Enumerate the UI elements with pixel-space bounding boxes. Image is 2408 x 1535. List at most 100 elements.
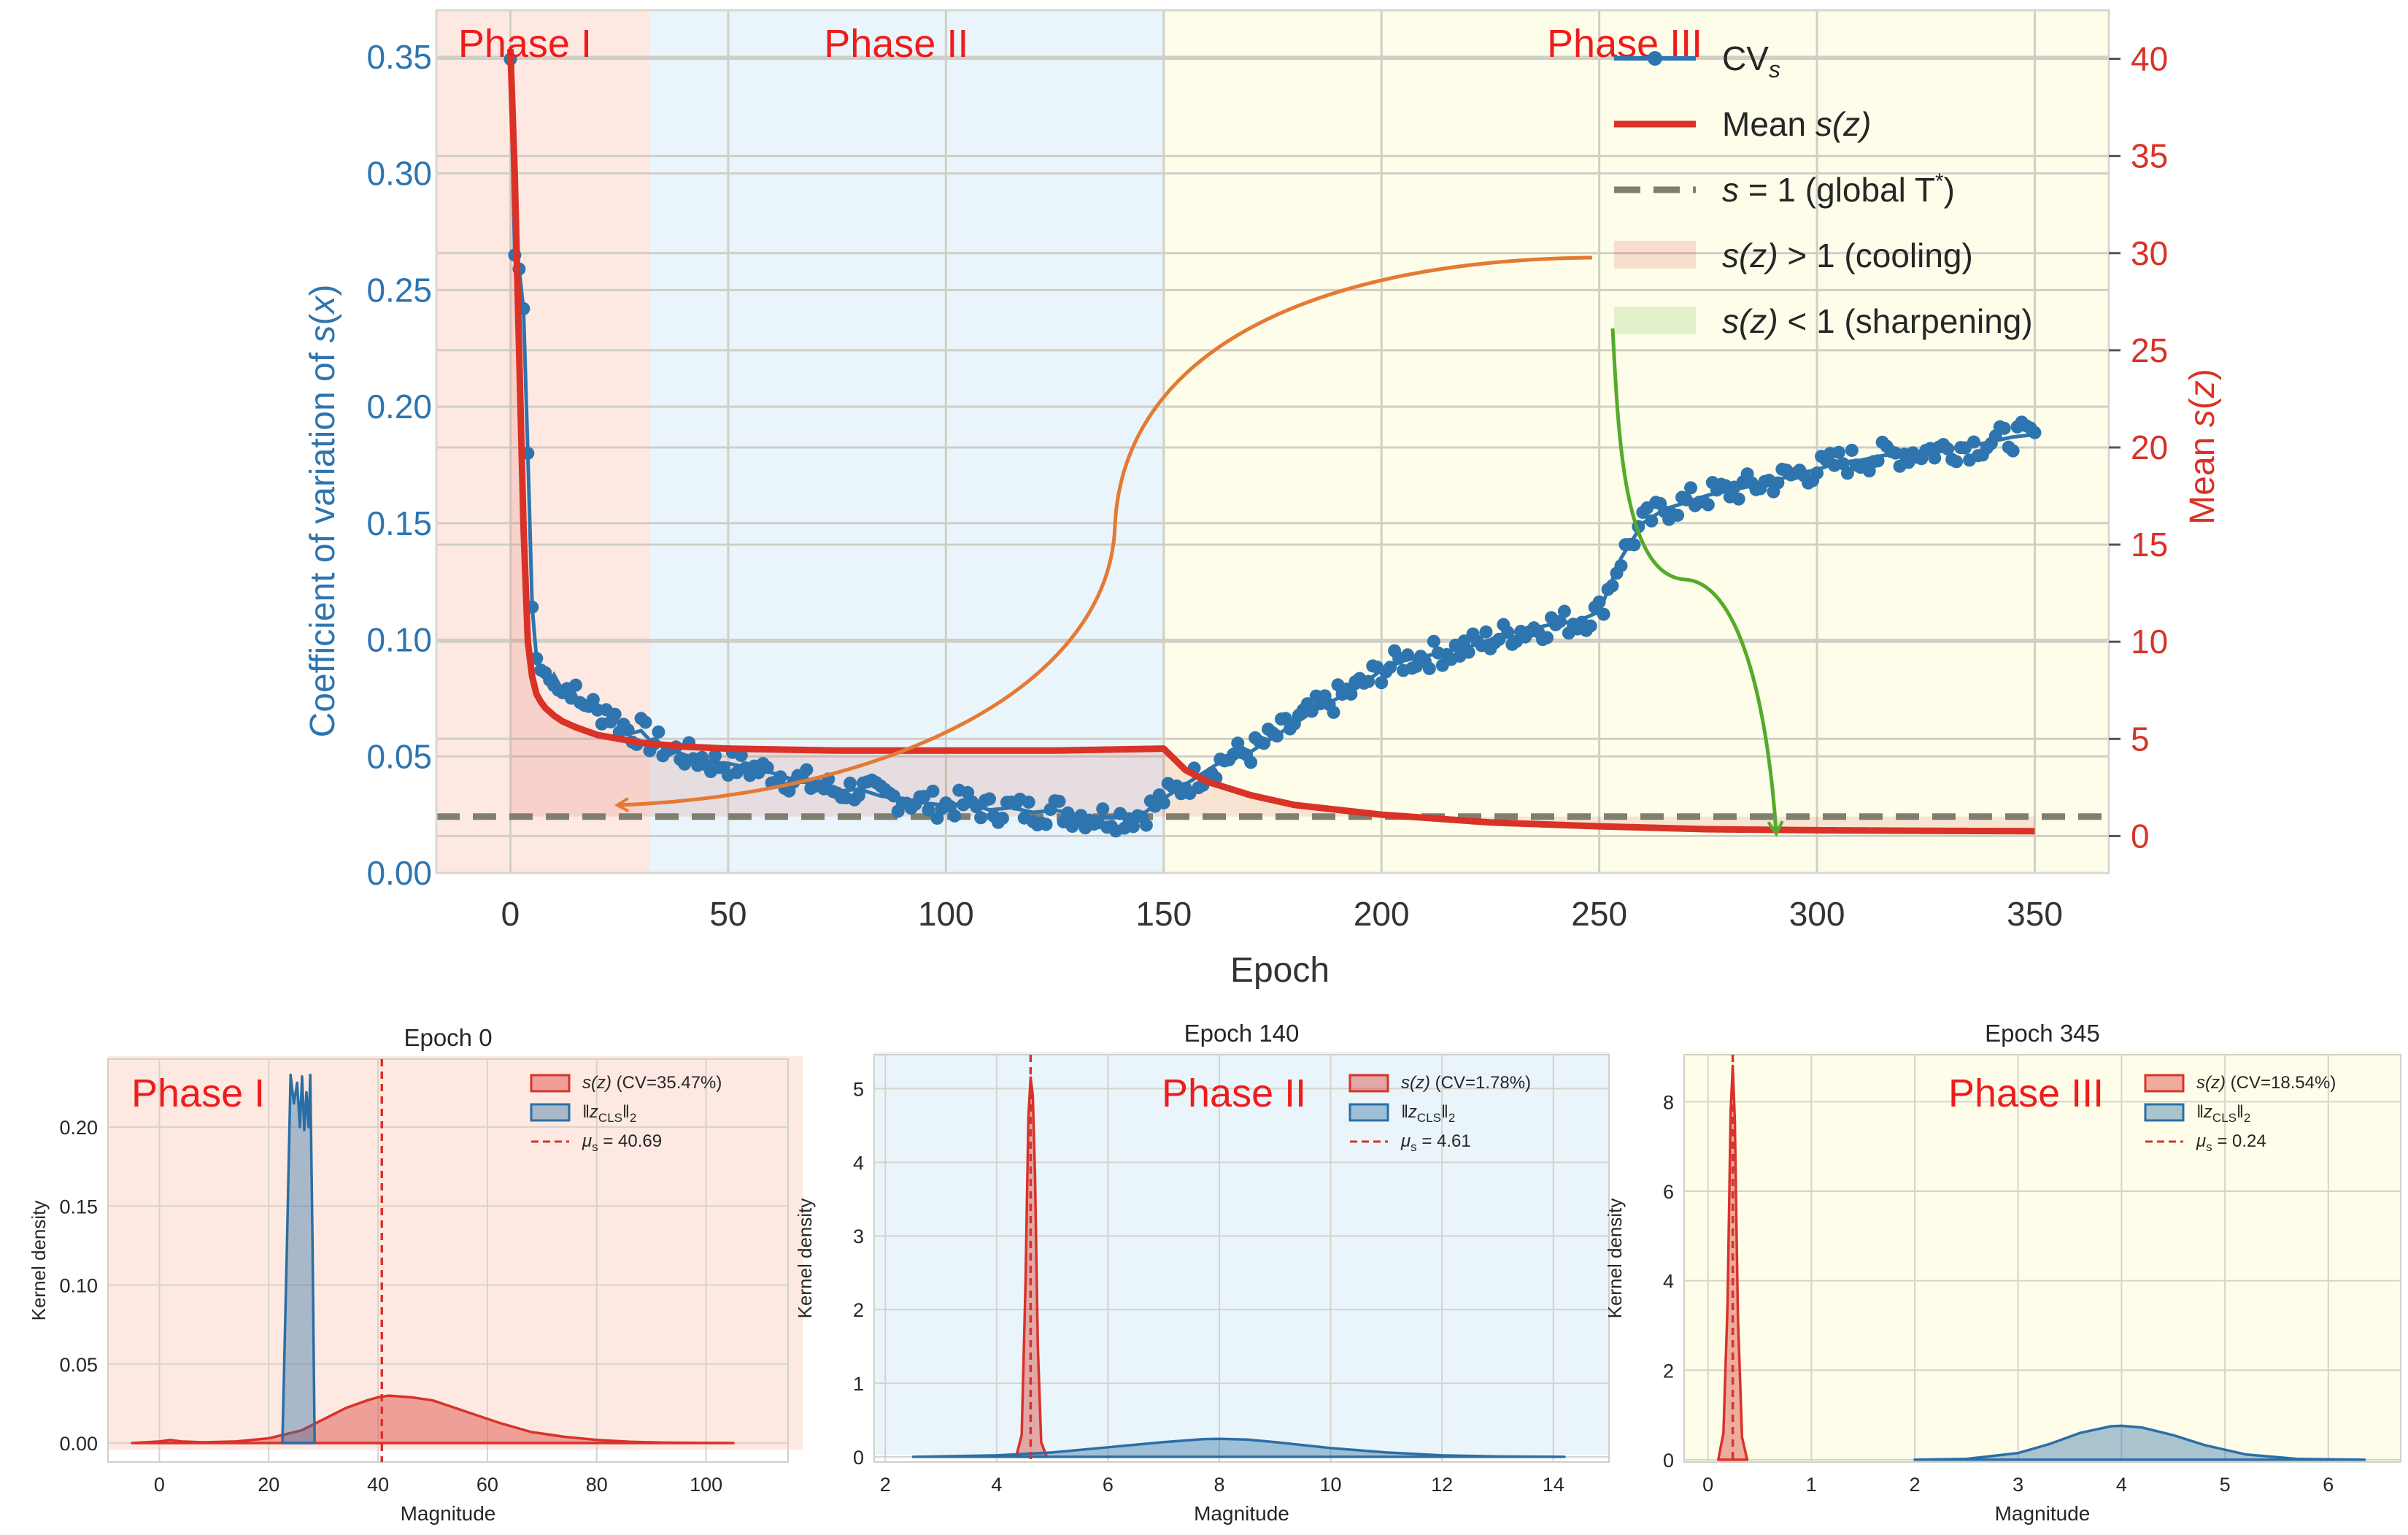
legend-swatch [1614,307,1696,334]
y-left-tick-label: 0.25 [366,271,432,309]
y-right-tick-label: 30 [2131,234,2168,272]
cv-point [1845,443,1859,457]
y-axis-label: Kernel density [794,1199,816,1319]
cv-point [1701,498,1715,512]
x-tick-label: 0 [1702,1474,1713,1496]
phase-label: Phase II [1162,1072,1306,1115]
cv-point [1462,645,1475,659]
cv-point [569,678,582,692]
x-tick-label: 300 [1789,895,1845,933]
x-tick-label: 80 [586,1474,608,1496]
panel-title: Epoch 345 [1985,1020,2100,1047]
x-tick-label: 4 [991,1474,1002,1496]
x-tick-label: 200 [1354,895,1410,933]
cv-point [1950,455,1964,469]
phase-label: Phase I [131,1072,265,1115]
y-left-tick-label: 0.35 [366,38,432,76]
cv-point [800,763,814,777]
cv-point [1127,820,1140,834]
cv-point [773,770,787,784]
legend-swatch [1614,241,1696,269]
cv-point [1244,755,1258,769]
y-tick-label: 4 [853,1152,864,1174]
green-annotation-arrow [1610,328,1784,837]
cv-point [1362,674,1375,688]
x-tick-label: 12 [1431,1474,1453,1496]
legend-label: s(z) (CV=1.78%) [1401,1073,1531,1093]
x-tick-label: 14 [1543,1474,1564,1496]
x-tick-label: 0 [501,895,520,933]
cv-point [1501,626,1515,639]
legend-swatch [1348,1074,1389,1093]
phase-label: Phase III [1948,1072,2104,1115]
cv-point [1052,794,1066,808]
cv-point [1540,631,1554,645]
cv-point [1771,476,1785,490]
cv-point [621,723,635,737]
cv-point [1039,817,1053,831]
kde-zcls-area [281,1073,316,1444]
cv-point [1597,607,1610,621]
x-tick-label: 40 [367,1474,389,1496]
cv-point [1492,632,1506,646]
y-right-tick-label: 25 [2131,331,2168,369]
phase-background [108,1056,803,1450]
x-tick-label: 250 [1571,895,1627,933]
cv-point [1840,466,1854,480]
x-tick-label: 2 [1909,1474,1920,1496]
legend-entry: ‖zCLS‖2 [1348,1102,1455,1125]
y-tick-label: 2 [1663,1360,1674,1382]
cv-point [995,812,1009,826]
cv-point [1157,796,1170,809]
cv-point [1422,661,1436,675]
cv-point [1605,579,1619,593]
legend-marker [1648,51,1662,66]
y-left-tick-label: 0.00 [366,854,432,892]
phase-region-3 [1163,10,2109,873]
cv-point [1671,508,1685,522]
panel-title: Epoch 140 [1184,1020,1300,1047]
cv-point [1810,466,1824,480]
cv-point [887,789,900,803]
cv-point [1732,492,1745,506]
cv-point [1684,481,1697,495]
legend-entry: Mean s(z) [1614,105,1872,143]
x-axis-label: Magnitude [401,1502,496,1525]
legend-label: s(z) < 1 (sharpening) [1722,302,2033,340]
cv-point [2006,444,2020,458]
cv-point [844,776,857,790]
x-tick-label: 60 [476,1474,498,1496]
y-right-tick-label: 10 [2131,623,2168,661]
y-tick-label: 1 [853,1373,864,1395]
cv-point [652,725,665,739]
y-right-tick-label: 5 [2131,720,2150,758]
cv-point [1427,634,1440,648]
y-left-tick-label: 0.30 [366,155,432,193]
x-tick-label: 5 [2220,1474,2231,1496]
panel-title: Epoch 0 [404,1024,492,1051]
y-left-tick-label: 0.10 [366,621,432,659]
x-tick-label: 3 [2013,1474,2023,1496]
legend-entry: s(z) < 1 (sharpening) [1614,302,2033,340]
cv-point [608,707,622,721]
legend-label: CVs [1722,39,1780,82]
phase-label-1: Phase I [458,22,592,66]
legend-label: μs = 4.61 [1400,1131,1471,1154]
y-tick-label: 0.05 [59,1354,98,1376]
y-tick-label: 6 [1663,1181,1674,1203]
phase-backgrounds [436,10,2109,873]
x-tick-label: 2 [880,1474,891,1496]
main-series [436,49,2109,838]
cv-point [586,693,600,707]
y-tick-label: 0.15 [59,1196,98,1217]
y-right-tick-label: 15 [2131,526,2168,563]
legend-entry: s(z) > 1 (cooling) [1614,236,1973,274]
cv-point [638,715,652,729]
cv-point [1344,687,1358,701]
cv-point [1614,559,1628,573]
y-axis-label: Kernel density [1604,1199,1626,1319]
x-tick-label: 0 [154,1474,165,1496]
y-tick-label: 0 [1663,1450,1674,1471]
y-right-tick-label: 35 [2131,137,2168,175]
